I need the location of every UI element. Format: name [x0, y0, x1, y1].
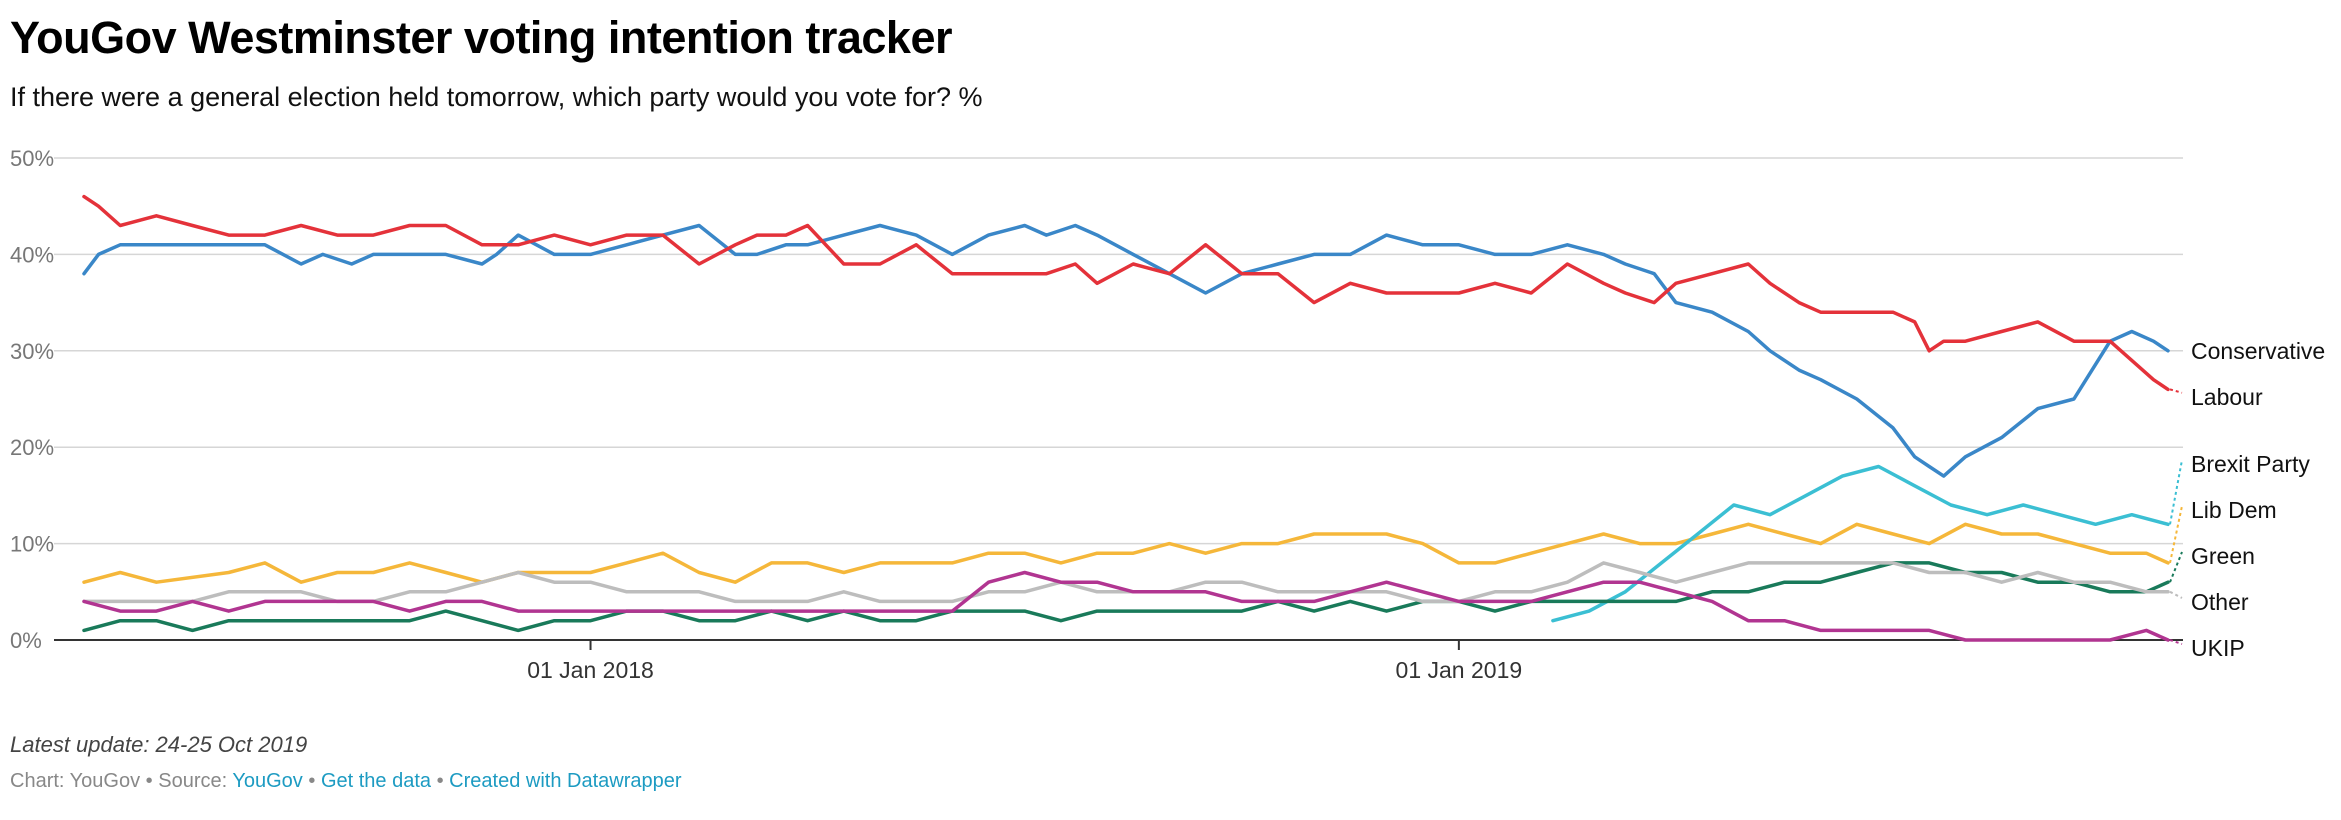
- footer-separator: •: [145, 770, 153, 792]
- label-connector-ukip: [2169, 639, 2183, 645]
- series-line-ukip: [82, 570, 2170, 642]
- chart-footer: Chart: YouGov • Source: YouGov • Get the…: [10, 770, 682, 793]
- footer-separator: •: [308, 770, 316, 792]
- x-tick-label: 01 Jan 2019: [1396, 657, 1523, 683]
- label-connector-other: [2169, 590, 2183, 599]
- label-connector-lib-dem: [2169, 505, 2183, 564]
- y-tick-label: 0%: [10, 628, 42, 653]
- footer-separator: •: [436, 770, 444, 792]
- source-link[interactable]: YouGov: [232, 770, 303, 792]
- y-tick-label: 20%: [10, 435, 54, 460]
- series-label-brexit-party: Brexit Party: [2191, 451, 2310, 477]
- chart-title: YouGov Westminster voting intention trac…: [10, 12, 952, 63]
- series-line-conservative: [82, 223, 2170, 478]
- y-tick-label: 40%: [10, 242, 54, 267]
- y-tick-label: 30%: [10, 339, 54, 364]
- series-line-brexit-party: [1551, 464, 2170, 623]
- series-label-labour: Labour: [2191, 384, 2263, 410]
- y-tick-label: 50%: [10, 146, 54, 171]
- series-line-labour: [82, 194, 2170, 392]
- series-label-ukip: UKIP: [2191, 635, 2245, 661]
- series-label-other: Other: [2191, 589, 2249, 615]
- datawrapper-link[interactable]: Created with Datawrapper: [449, 770, 682, 792]
- y-tick-label: 10%: [10, 532, 54, 557]
- x-tick-label: 01 Jan 2018: [527, 657, 654, 683]
- chart-subtitle: If there were a general election held to…: [10, 82, 983, 112]
- grid-lines: [54, 157, 2183, 641]
- series-labels: Conservative Labour Brexit Party Lib Dem Gre…: [2169, 338, 2325, 661]
- line-chart: 0%10%20%30%40%50%01 Jan 2018 01 Jan 2019 …: [10, 146, 2325, 683]
- series-label-green: Green: [2191, 543, 2255, 569]
- source-label: Source:: [158, 770, 228, 792]
- get-data-link[interactable]: Get the data: [320, 770, 432, 792]
- label-connector-labour: [2169, 388, 2183, 394]
- series-label-conservative: Conservative: [2191, 338, 2325, 364]
- series-lines: [82, 194, 2170, 642]
- axes: 0% 10% 20% 30% 40% 50% 01 Jan 2018 01 Jan 2019: [10, 146, 1522, 683]
- label-connector-brexit-party: [2169, 459, 2183, 525]
- update-note: Latest update: 24-25 Oct 2019: [10, 732, 308, 757]
- series-line-lib-dem: [82, 522, 2170, 584]
- series-line-other: [82, 561, 2170, 604]
- series-label-lib-dem: Lib Dem: [2191, 497, 2277, 523]
- chart-credit: Chart: YouGov: [10, 770, 141, 792]
- series-line-green: [82, 561, 2170, 633]
